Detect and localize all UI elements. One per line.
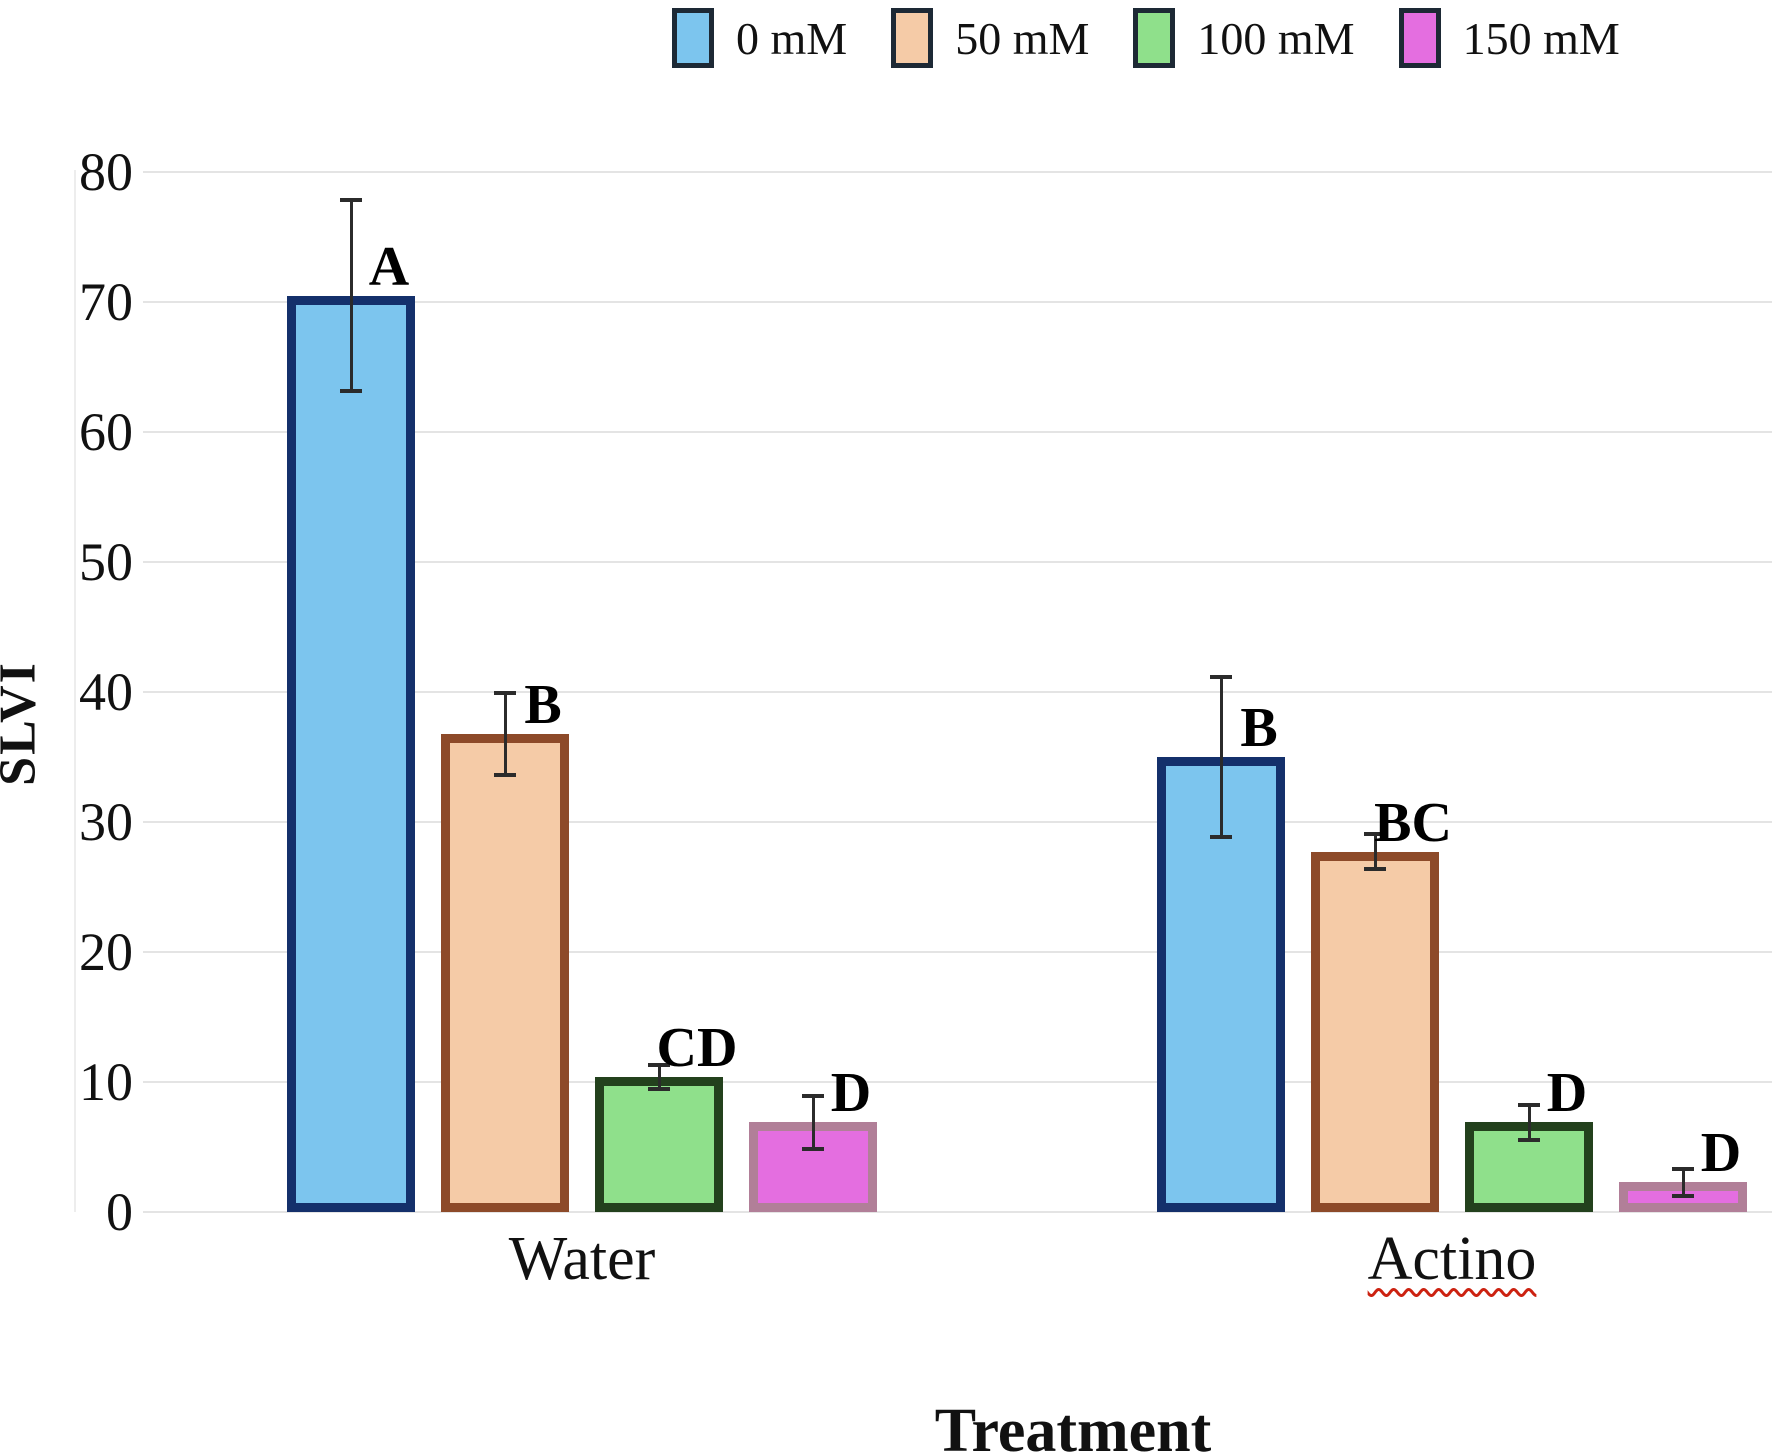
y-tick-label: 30 <box>79 792 133 852</box>
error-bar-cap <box>1518 1102 1540 1107</box>
gridline <box>143 691 1772 693</box>
legend-label-150-mm: 150 mM <box>1462 12 1620 64</box>
legend-swatch-50-mm <box>891 8 934 68</box>
error-bar-cap <box>340 389 362 393</box>
error-bar-actino-50-mm <box>1373 832 1377 872</box>
y-tick-label: 0 <box>106 1182 133 1242</box>
legend-label-50-mm: 50 mM <box>955 12 1090 64</box>
sig-label-water-50-mm: B <box>524 673 562 736</box>
bar-water-0-mm <box>287 295 415 1212</box>
error-bar-cap <box>1210 675 1232 680</box>
y-axis-title: SLVI <box>0 661 47 786</box>
legend-swatch-0-mm <box>672 8 714 68</box>
gridline <box>143 951 1772 953</box>
error-bar-actino-150-mm <box>1681 1166 1685 1198</box>
legend-swatch-150-mm <box>1398 8 1441 68</box>
error-bar-cap <box>1518 1137 1540 1142</box>
x-category-label-actino: Actino <box>1252 1224 1652 1294</box>
error-bar-actino-100-mm <box>1527 1102 1531 1142</box>
y-tick-label: 50 <box>79 532 133 592</box>
error-bar-actino-0-mm <box>1219 675 1223 839</box>
error-bar-cap <box>494 690 516 695</box>
axis-artifact-line <box>74 170 76 1212</box>
error-bar-cap <box>494 772 516 777</box>
legend-label-100-mm: 100 mM <box>1197 12 1355 64</box>
error-bar-cap <box>802 1093 824 1098</box>
sig-label-actino-100-mm: D <box>1546 1062 1588 1125</box>
error-bar-cap <box>1672 1193 1694 1198</box>
gridline <box>143 301 1772 303</box>
bar-actino-50-mm <box>1311 851 1439 1212</box>
error-bar-water-150-mm <box>811 1093 815 1151</box>
x-category-text: Actino <box>1367 1225 1537 1293</box>
error-bar-water-50-mm <box>503 690 507 777</box>
sig-label-actino-150-mm: D <box>1700 1122 1742 1185</box>
error-bar-cap <box>1210 834 1232 839</box>
y-tick-label: 60 <box>79 402 133 462</box>
sig-label-actino-50-mm: BC <box>1374 791 1452 854</box>
gridline <box>143 821 1772 823</box>
legend-item-100-mm: 100 mM <box>1133 8 1355 68</box>
error-bar-cap <box>340 198 362 202</box>
x-category-label-water: Water <box>382 1224 782 1294</box>
x-axis-title: Treatment <box>934 1397 1212 1452</box>
y-tick-label: 70 <box>79 272 133 332</box>
error-bar-cap <box>1364 867 1386 872</box>
error-bar-cap <box>1364 832 1386 837</box>
y-tick-label: 40 <box>79 662 133 722</box>
error-bar-cap <box>1672 1166 1694 1171</box>
legend: 0 mM 50 mM 100 mM 150 mM <box>672 8 1620 68</box>
gridline <box>143 171 1772 173</box>
gridline <box>143 561 1772 563</box>
sig-label-water-150-mm: D <box>830 1062 872 1125</box>
legend-item-0-mm: 0 mM <box>672 8 847 68</box>
legend-label-0-mm: 0 mM <box>736 12 848 64</box>
legend-item-150-mm: 150 mM <box>1398 8 1620 68</box>
bar-water-50-mm <box>441 733 569 1212</box>
error-bar-water-100-mm <box>657 1062 661 1092</box>
y-tick-label: 20 <box>79 922 133 982</box>
sig-label-water-0-mm: A <box>368 235 410 298</box>
error-bar-cap <box>648 1062 670 1067</box>
bar-water-100-mm <box>595 1076 723 1212</box>
y-tick-label: 80 <box>79 142 133 202</box>
legend-swatch-100-mm <box>1133 8 1176 68</box>
error-bar-water-0-mm <box>349 198 353 393</box>
sig-label-actino-0-mm: B <box>1240 697 1278 759</box>
gridline <box>143 431 1772 433</box>
gridline <box>143 1211 1772 1213</box>
error-bar-cap <box>648 1087 670 1092</box>
sig-label-water-100-mm: CD <box>656 1016 738 1079</box>
x-category-text: Water <box>508 1225 656 1293</box>
legend-item-50-mm: 50 mM <box>891 8 1089 68</box>
gridline <box>143 1081 1772 1083</box>
y-tick-label: 10 <box>79 1052 133 1112</box>
error-bar-cap <box>802 1146 824 1151</box>
